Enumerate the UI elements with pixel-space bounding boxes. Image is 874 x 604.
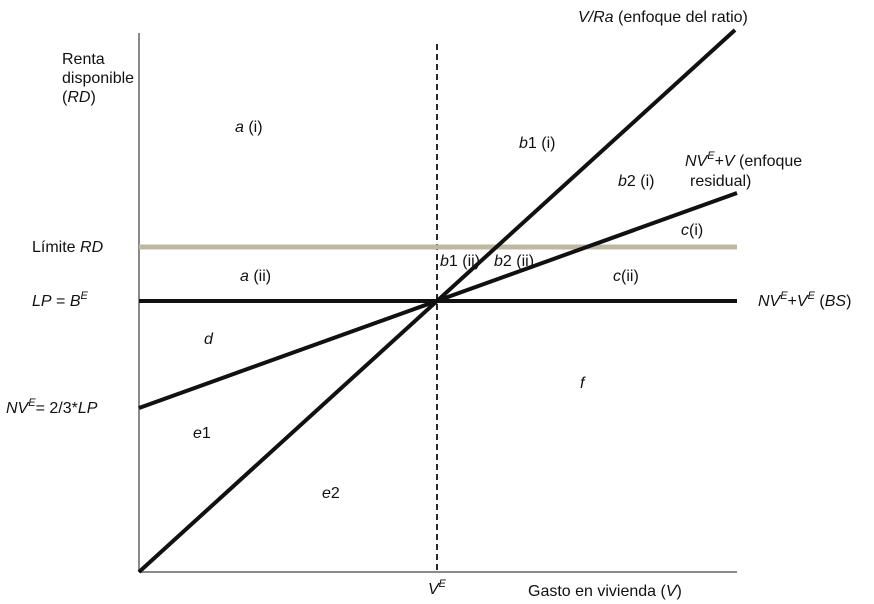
residual-line-label-1: NVE+V (enfoque [685,149,803,170]
region-b2-ii: b2 (ii) [494,253,535,270]
region-b1-i: b1 (i) [519,135,556,152]
region-f: f [580,375,585,392]
region-e2: e2 [322,485,340,502]
region-d: d [204,331,213,348]
limite-rd-label: Límite RD [32,239,104,256]
region-a-i: a (i) [235,119,263,136]
bs-line-label: NVE+VE (BS) [758,289,852,310]
residual-line-label-2: residual) [690,173,752,190]
y-axis-title-line3: (RD) [62,89,96,106]
lp-label: LP = BE [32,289,88,310]
region-c-ii: c(ii) [613,268,639,285]
y-axis-title-line2: disponible [62,70,135,87]
region-b1-ii: b1 (ii) [440,253,481,270]
nve-intercept-label: NVE= 2/3*LP [6,396,98,417]
region-c-i: c(i) [681,222,704,239]
region-b2-i: b2 (i) [618,173,655,190]
ratio-line-label: V/Ra (enfoque del ratio) [578,9,748,26]
residual-line [138,191,738,410]
region-e1: e1 [193,425,211,442]
ve-axis-mark: VE [428,577,447,598]
region-a-ii: a (ii) [240,268,272,285]
y-axis-title-line1: Renta [62,51,105,68]
x-axis-title: Gasto en vivienda (V) [528,583,682,600]
